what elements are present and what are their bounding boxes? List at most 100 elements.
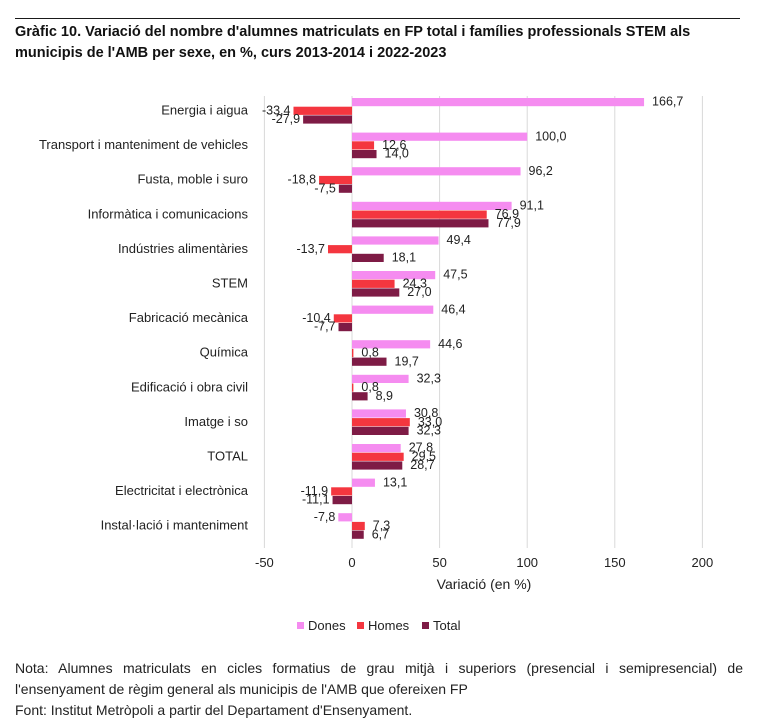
bar-homes <box>352 279 395 288</box>
bar-total <box>332 496 352 505</box>
category-label: Química <box>200 345 249 360</box>
bar-total <box>352 461 403 470</box>
bar-homes <box>352 521 365 531</box>
category-label: STEM <box>212 276 248 291</box>
data-label-total: -7,7 <box>314 320 336 334</box>
bar-total <box>352 219 489 228</box>
bar-dones <box>352 167 521 176</box>
data-label-dones: 100,0 <box>535 129 566 143</box>
data-label-total: 77,9 <box>496 216 520 230</box>
category-label: Fusta, moble i suro <box>137 172 248 187</box>
data-label-homes: -11,9 <box>301 484 329 498</box>
data-label-homes: 29,5 <box>412 449 436 463</box>
legend-label-homes: Homes <box>368 618 410 633</box>
bar-dones <box>352 271 436 280</box>
category-label: Imatge i so <box>184 414 248 429</box>
data-label-total: -27,9 <box>272 112 301 126</box>
source-text: Font: Institut Metròpoli a partir del De… <box>15 702 413 718</box>
data-label-dones: 32,3 <box>417 372 441 386</box>
data-label-total: 14,0 <box>385 147 409 161</box>
x-tick-label: -50 <box>255 555 274 570</box>
category-label: Instal·lació i manteniment <box>101 518 249 533</box>
data-label-homes: 76,9 <box>495 207 519 221</box>
bar-total <box>352 426 409 435</box>
x-tick-label: 50 <box>432 555 446 570</box>
x-tick-label: 200 <box>692 555 714 570</box>
bar-total <box>338 323 352 332</box>
bar-homes <box>327 245 352 254</box>
data-label-dones: 166,7 <box>652 95 683 109</box>
category-label: Energia i aigua <box>161 103 248 118</box>
bar-dones <box>352 409 406 418</box>
bar-dones <box>352 201 512 210</box>
bar-total <box>352 357 387 366</box>
category-label: TOTAL <box>207 449 248 464</box>
legend-swatch-dones <box>297 622 304 629</box>
bar-dones <box>352 236 439 245</box>
bar-homes <box>352 210 487 219</box>
bar-dones <box>352 478 375 487</box>
data-label-dones: 30,8 <box>414 406 438 420</box>
data-label-homes: 0,8 <box>361 380 378 394</box>
data-label-total: 8,9 <box>376 389 393 403</box>
data-label-homes: 7,3 <box>373 519 390 533</box>
bar-homes <box>352 418 410 427</box>
data-label-total: 6,7 <box>372 527 389 541</box>
category-label: Electricitat i electrònica <box>115 483 249 498</box>
data-label-homes: -18,8 <box>288 173 317 187</box>
data-label-total: 18,1 <box>392 251 416 265</box>
bar-total <box>352 253 384 262</box>
data-label-homes: 33,0 <box>418 415 442 429</box>
category-label: Informàtica i comunicacions <box>88 206 249 221</box>
data-label-dones: 47,5 <box>443 268 467 282</box>
x-tick-label: 0 <box>348 555 355 570</box>
category-label: Fabricació mecànica <box>129 310 249 325</box>
data-label-dones: 96,2 <box>529 164 553 178</box>
data-label-homes: -33,4 <box>262 103 291 117</box>
legend-swatch-homes <box>357 622 364 629</box>
category-label: Indústries alimentàries <box>118 241 249 256</box>
data-label-dones: -7,8 <box>314 510 336 524</box>
bar-dones <box>352 374 409 383</box>
title-rule <box>15 18 740 19</box>
bar-dones <box>352 98 645 107</box>
category-label: Transport i manteniment de vehicles <box>39 137 249 152</box>
data-label-total: -11,1 <box>302 493 330 507</box>
bar-total <box>352 288 400 297</box>
data-label-total: 19,7 <box>395 354 419 368</box>
data-label-dones: 27,8 <box>409 441 433 455</box>
data-label-dones: 49,4 <box>447 233 471 247</box>
bar-homes <box>352 141 375 150</box>
data-label-total: 28,7 <box>410 458 434 472</box>
data-label-homes: 12,6 <box>382 138 406 152</box>
legend-swatch-total <box>422 622 429 629</box>
bar-homes <box>352 452 404 461</box>
data-label-dones: 46,4 <box>441 302 465 316</box>
x-tick-label: 150 <box>604 555 626 570</box>
data-label-total: 27,0 <box>407 285 431 299</box>
category-label: Edificació i obra civil <box>131 379 248 394</box>
bar-dones <box>338 513 352 522</box>
data-label-homes: 24,3 <box>403 276 427 290</box>
bar-dones <box>352 444 401 453</box>
legend-label-dones: Dones <box>308 618 346 633</box>
bar-dones <box>352 340 431 349</box>
x-tick-label: 100 <box>516 555 538 570</box>
bar-dones <box>352 305 434 314</box>
bar-homes <box>352 383 354 392</box>
data-label-dones: 91,1 <box>520 199 544 213</box>
bar-chart: -50 0 50 100 150 200 Variació (en %) Energia i … <box>39 95 714 633</box>
note-text: Nota: Alumnes matriculats en cicles form… <box>15 660 743 697</box>
bar-total <box>303 115 352 124</box>
data-label-total: -7,5 <box>314 181 336 195</box>
bar-dones <box>352 132 528 141</box>
bar-homes <box>333 314 352 323</box>
data-label-homes: -13,7 <box>296 242 325 256</box>
data-label-homes: 0,8 <box>361 346 378 360</box>
data-label-homes: -10,4 <box>302 311 331 325</box>
bar-total <box>352 530 364 539</box>
bar-total <box>352 392 368 401</box>
data-label-dones: 13,1 <box>383 475 407 489</box>
chart-title: Gràfic 10. Variació del nombre d'alumnes… <box>15 24 691 61</box>
chart-note: Nota: Alumnes matriculats en cicles form… <box>15 658 743 721</box>
